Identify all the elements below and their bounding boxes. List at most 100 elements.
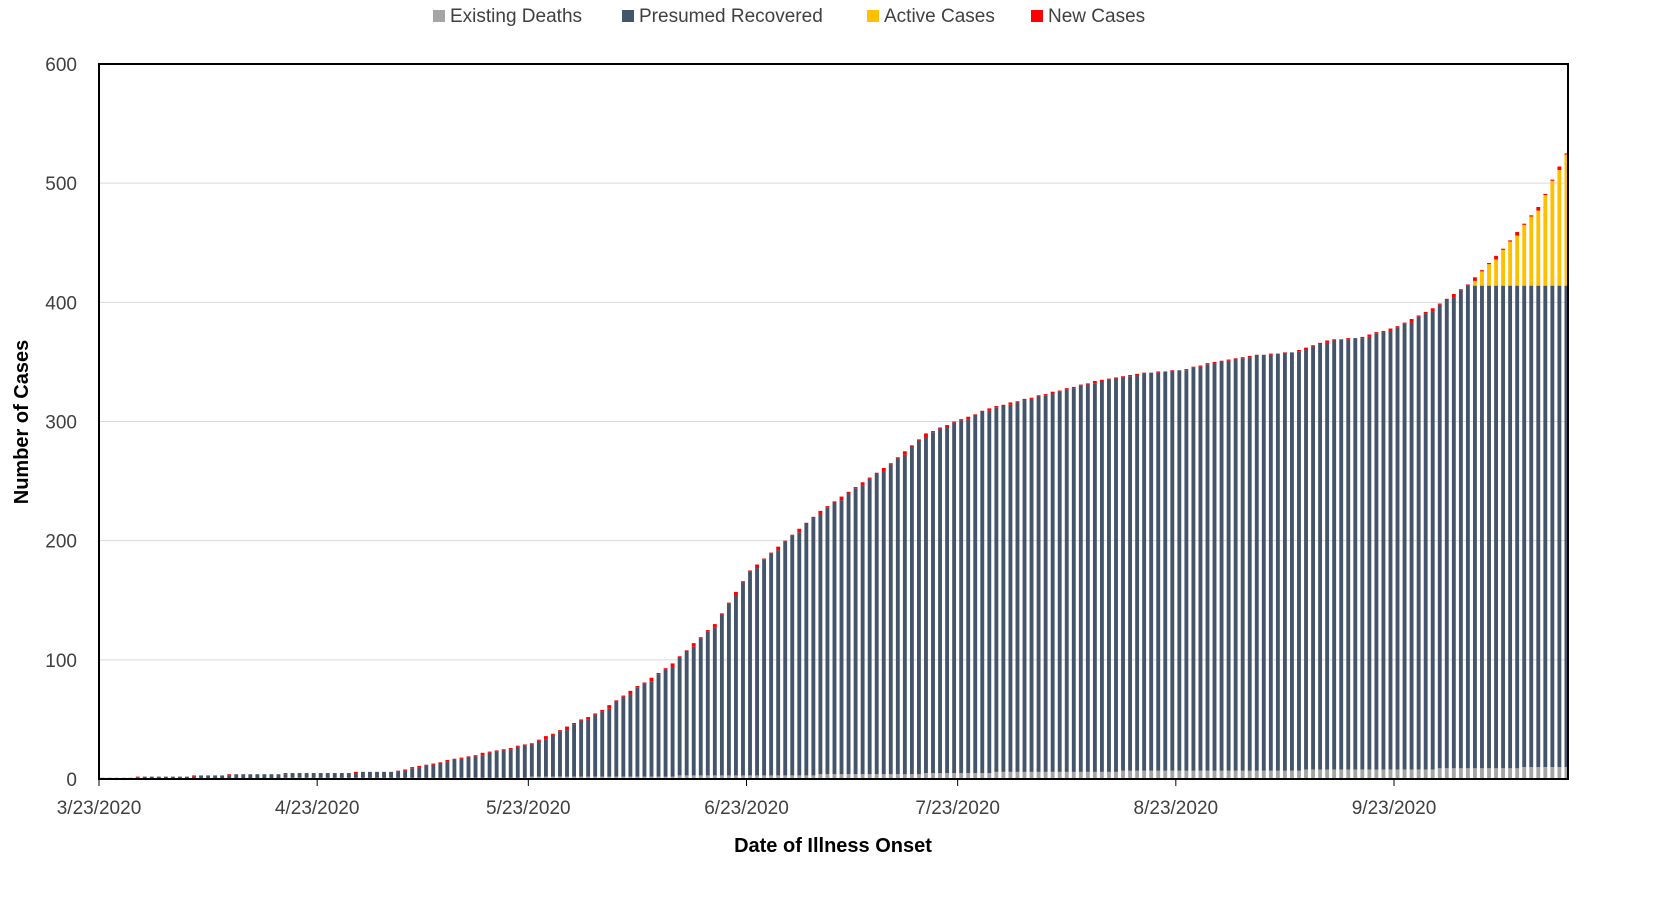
bar-existing-deaths [987, 773, 992, 779]
bar-new-cases [769, 552, 774, 554]
bar-existing-deaths [952, 773, 957, 779]
bar-new-cases [480, 752, 485, 756]
bar-presumed-recovered [1149, 372, 1154, 771]
bar-presumed-recovered [522, 745, 527, 778]
bar-presumed-recovered [142, 776, 147, 779]
bar-presumed-recovered [1402, 323, 1407, 770]
bar-new-cases [424, 764, 429, 766]
bar-presumed-recovered [1085, 384, 1090, 772]
bar-presumed-recovered [881, 471, 886, 775]
bar-new-cases [888, 463, 893, 465]
bar-active-cases [1536, 210, 1541, 286]
bar-presumed-recovered [1219, 361, 1224, 771]
bar-existing-deaths [698, 775, 703, 779]
bar-new-cases [635, 686, 640, 688]
bar-new-cases [1036, 395, 1041, 397]
bar-presumed-recovered [1374, 333, 1379, 770]
bar-existing-deaths [677, 775, 682, 779]
bar-presumed-recovered [1071, 388, 1076, 772]
bar-new-cases [1198, 365, 1203, 367]
bar-active-cases [1543, 195, 1548, 286]
bar-new-cases [192, 775, 196, 777]
x-tick-label: 9/23/2020 [1352, 798, 1437, 819]
bar-existing-deaths [1170, 770, 1175, 779]
bar-presumed-recovered [1212, 363, 1217, 771]
bar-presumed-recovered [663, 669, 668, 777]
bar-existing-deaths [712, 775, 717, 779]
bar-existing-deaths [853, 774, 858, 779]
bar-new-cases [909, 445, 914, 447]
bar-existing-deaths [1508, 768, 1513, 779]
bar-existing-deaths [1177, 770, 1182, 779]
bar-existing-deaths [895, 774, 900, 779]
x-tick-label: 8/23/2020 [1134, 798, 1219, 819]
bar-new-cases [902, 451, 907, 455]
bar-presumed-recovered [163, 776, 168, 779]
bar-presumed-recovered [417, 767, 422, 778]
bar-active-cases [1564, 154, 1569, 286]
bar-existing-deaths [1205, 770, 1210, 779]
bar-presumed-recovered [1318, 344, 1323, 770]
bar-presumed-recovered [712, 627, 717, 776]
bar-new-cases [431, 763, 436, 765]
bar-new-cases [938, 427, 942, 429]
bar-presumed-recovered [494, 751, 499, 778]
bar-presumed-recovered [1451, 297, 1456, 769]
bar-new-cases [649, 677, 654, 682]
bar-existing-deaths [867, 774, 872, 779]
bar-existing-deaths [1458, 768, 1463, 779]
bar-presumed-recovered [375, 771, 379, 778]
bar-presumed-recovered [558, 731, 562, 777]
bar-presumed-recovered [952, 422, 957, 774]
bar-new-cases [1388, 328, 1393, 331]
bar-presumed-recovered [1473, 285, 1477, 769]
bar-new-cases [466, 756, 471, 758]
bar-existing-deaths [1304, 769, 1308, 779]
bar-new-cases [917, 439, 921, 441]
bar-new-cases [684, 650, 689, 652]
bar-existing-deaths [909, 774, 914, 779]
bar-existing-deaths [1494, 768, 1498, 779]
bar-new-cases [1332, 339, 1337, 341]
bar-existing-deaths [705, 775, 710, 779]
bar-existing-deaths [1473, 768, 1477, 779]
bar-presumed-recovered [389, 771, 394, 778]
bar-existing-deaths [762, 775, 767, 779]
bar-existing-deaths [1409, 769, 1414, 779]
bar-existing-deaths [551, 776, 555, 779]
bar-existing-deaths [1543, 767, 1548, 779]
bar-presumed-recovered [1522, 285, 1527, 768]
bar-existing-deaths [1290, 770, 1294, 779]
bar-new-cases [1029, 397, 1034, 399]
bar-existing-deaths [938, 773, 942, 779]
bar-presumed-recovered [748, 571, 752, 776]
bar-existing-deaths [1247, 770, 1252, 779]
bar-existing-deaths [1191, 770, 1196, 779]
bar-existing-deaths [776, 775, 781, 779]
bar-presumed-recovered [670, 666, 675, 777]
bar-new-cases [691, 643, 696, 647]
bar-presumed-recovered [466, 757, 471, 778]
bar-presumed-recovered [769, 553, 774, 776]
bar-new-cases [353, 771, 358, 774]
bar-new-cases [1550, 179, 1555, 181]
bar-presumed-recovered [269, 774, 274, 779]
bar-presumed-recovered [1261, 354, 1266, 771]
bar-new-cases [755, 564, 759, 569]
bar-presumed-recovered [536, 740, 541, 777]
bar-active-cases [1550, 180, 1555, 286]
bar-presumed-recovered [283, 774, 288, 778]
bar-active-cases [1494, 259, 1498, 286]
bar-presumed-recovered [1184, 370, 1189, 771]
bar-presumed-recovered [1015, 402, 1020, 772]
bar-presumed-recovered [1022, 400, 1027, 772]
bar-existing-deaths [1240, 770, 1245, 779]
bar-presumed-recovered [1156, 372, 1161, 771]
legend-swatch-new-cases [1031, 10, 1043, 22]
bar-new-cases [642, 682, 647, 684]
bar-new-cases [973, 414, 978, 416]
bar-existing-deaths [1071, 771, 1076, 779]
bar-existing-deaths [543, 776, 548, 779]
bar-presumed-recovered [220, 775, 225, 779]
bar-presumed-recovered [1163, 371, 1168, 771]
